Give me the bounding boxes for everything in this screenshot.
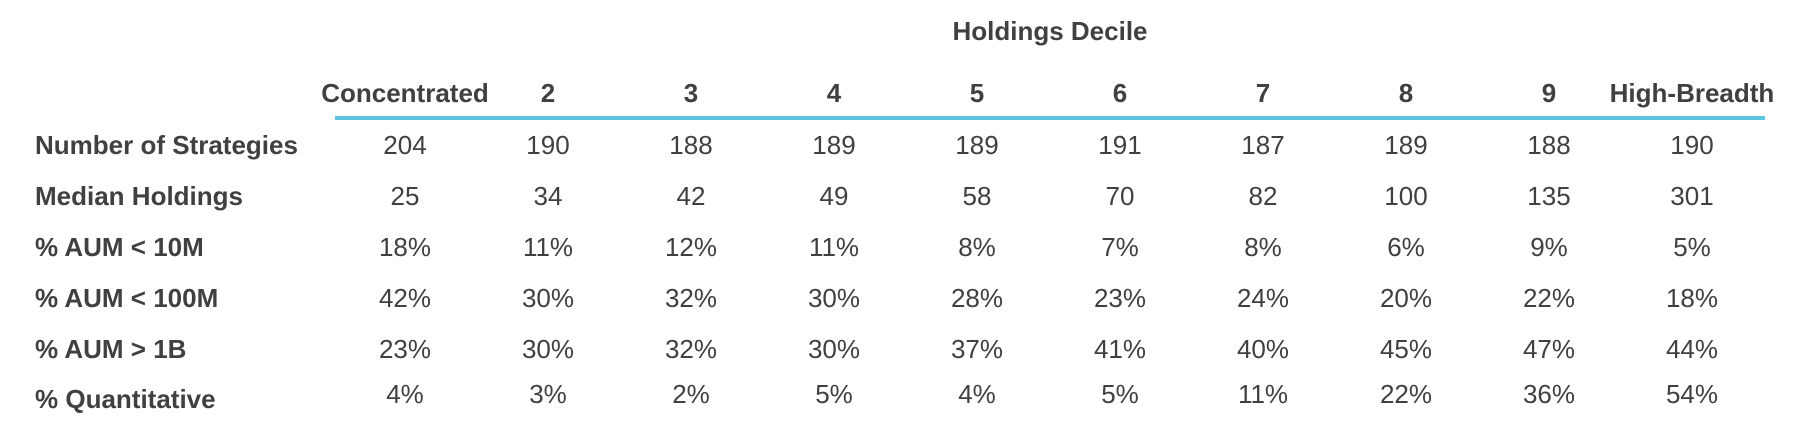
table-cell: 34 bbox=[533, 181, 563, 211]
table-cell: 40% bbox=[1236, 334, 1290, 364]
table-cell: 2% bbox=[672, 379, 710, 409]
table-cell: 20% bbox=[1379, 283, 1433, 313]
table-cell: 7% bbox=[1101, 232, 1139, 262]
table-row: % Quantitative 4% 3% 2% 5% 4% 5% 11% 22%… bbox=[0, 379, 1802, 414]
table-cell: 44% bbox=[1665, 334, 1719, 364]
row-label: Number of Strategies bbox=[35, 130, 298, 160]
table-cell: 188 bbox=[669, 130, 713, 160]
table-cell: 28% bbox=[950, 283, 1004, 313]
table-cell: 5% bbox=[1101, 379, 1139, 409]
table-cell: 30% bbox=[807, 334, 861, 364]
table-cell: 190 bbox=[1670, 130, 1714, 160]
table-row: Number of Strategies 204 190 188 189 189… bbox=[0, 130, 1802, 164]
table-cell: 6% bbox=[1387, 232, 1425, 262]
table-cell: 188 bbox=[1527, 130, 1571, 160]
col-head-high-breadth: High-Breadth bbox=[1609, 78, 1775, 108]
table-row: % AUM > 1B 23% 30% 32% 30% 37% 41% 40% 4… bbox=[0, 334, 1802, 368]
table-cell: 5% bbox=[1673, 232, 1711, 262]
table-row: % AUM < 10M 18% 11% 12% 11% 8% 7% 8% 6% … bbox=[0, 232, 1802, 266]
col-head-7: 7 bbox=[1255, 78, 1271, 108]
table-cell: 49 bbox=[819, 181, 849, 211]
table-cell: 9% bbox=[1530, 232, 1568, 262]
table-cell: 11% bbox=[1237, 379, 1289, 409]
table-cell: 189 bbox=[1384, 130, 1428, 160]
header-divider bbox=[335, 116, 1765, 120]
col-head-9: 9 bbox=[1541, 78, 1557, 108]
table-cell: 42% bbox=[378, 283, 432, 313]
table-cell: 5% bbox=[815, 379, 853, 409]
table-cell: 11% bbox=[808, 232, 860, 262]
table-cell: 190 bbox=[526, 130, 570, 160]
table-cell: 301 bbox=[1670, 181, 1714, 211]
table-row: % AUM < 100M 42% 30% 32% 30% 28% 23% 24%… bbox=[0, 283, 1802, 317]
table-cell: 8% bbox=[958, 232, 996, 262]
table-cell: 23% bbox=[378, 334, 432, 364]
header-row: Concentrated 2 3 4 5 6 7 8 9 High-Breadt… bbox=[0, 78, 1802, 112]
table-cell: 30% bbox=[521, 283, 575, 313]
table-cell: 32% bbox=[664, 334, 718, 364]
table-cell: 24% bbox=[1236, 283, 1290, 313]
table-cell: 12% bbox=[664, 232, 718, 262]
table-cell: 135 bbox=[1527, 181, 1571, 211]
table-cell: 4% bbox=[386, 379, 424, 409]
table-cell: 189 bbox=[955, 130, 999, 160]
table-cell: 8% bbox=[1244, 232, 1282, 262]
group-title: Holdings Decile bbox=[952, 16, 1148, 46]
table-cell: 30% bbox=[521, 334, 575, 364]
col-head-6: 6 bbox=[1112, 78, 1128, 108]
col-head-2: 2 bbox=[540, 78, 556, 108]
col-head-8: 8 bbox=[1398, 78, 1414, 108]
table-row: Median Holdings 25 34 42 49 58 70 82 100… bbox=[0, 181, 1802, 215]
row-label: % Quantitative bbox=[35, 384, 216, 414]
table-cell: 37% bbox=[950, 334, 1004, 364]
col-head-4: 4 bbox=[826, 78, 842, 108]
row-label: % AUM > 1B bbox=[35, 334, 187, 364]
table-cell: 54% bbox=[1665, 379, 1719, 409]
col-head-concentrated: Concentrated bbox=[321, 78, 489, 108]
table-cell: 32% bbox=[664, 283, 718, 313]
table-cell: 41% bbox=[1093, 334, 1147, 364]
table-cell: 45% bbox=[1379, 334, 1433, 364]
table-cell: 100 bbox=[1384, 181, 1428, 211]
table-cell: 42 bbox=[676, 181, 706, 211]
table-cell: 4% bbox=[958, 379, 996, 409]
table-cell: 18% bbox=[1665, 283, 1719, 313]
table-cell: 23% bbox=[1093, 283, 1147, 313]
table-cell: 189 bbox=[812, 130, 856, 160]
table-cell: 70 bbox=[1105, 181, 1135, 211]
table-cell: 187 bbox=[1241, 130, 1285, 160]
table-cell: 191 bbox=[1098, 130, 1142, 160]
table-cell: 18% bbox=[378, 232, 432, 262]
col-head-3: 3 bbox=[683, 78, 699, 108]
table-cell: 58 bbox=[962, 181, 992, 211]
table-cell: 25 bbox=[390, 181, 420, 211]
row-label: % AUM < 100M bbox=[35, 283, 219, 313]
row-label: % AUM < 10M bbox=[35, 232, 204, 262]
table-cell: 36% bbox=[1522, 379, 1576, 409]
table-cell: 47% bbox=[1522, 334, 1576, 364]
col-head-5: 5 bbox=[969, 78, 985, 108]
row-label: Median Holdings bbox=[35, 181, 243, 211]
table-cell: 30% bbox=[807, 283, 861, 313]
table-cell: 204 bbox=[383, 130, 427, 160]
table-cell: 82 bbox=[1248, 181, 1278, 211]
table-cell: 22% bbox=[1522, 283, 1576, 313]
table-cell: 11% bbox=[522, 232, 574, 262]
table-cell: 22% bbox=[1379, 379, 1433, 409]
table-cell: 3% bbox=[529, 379, 567, 409]
